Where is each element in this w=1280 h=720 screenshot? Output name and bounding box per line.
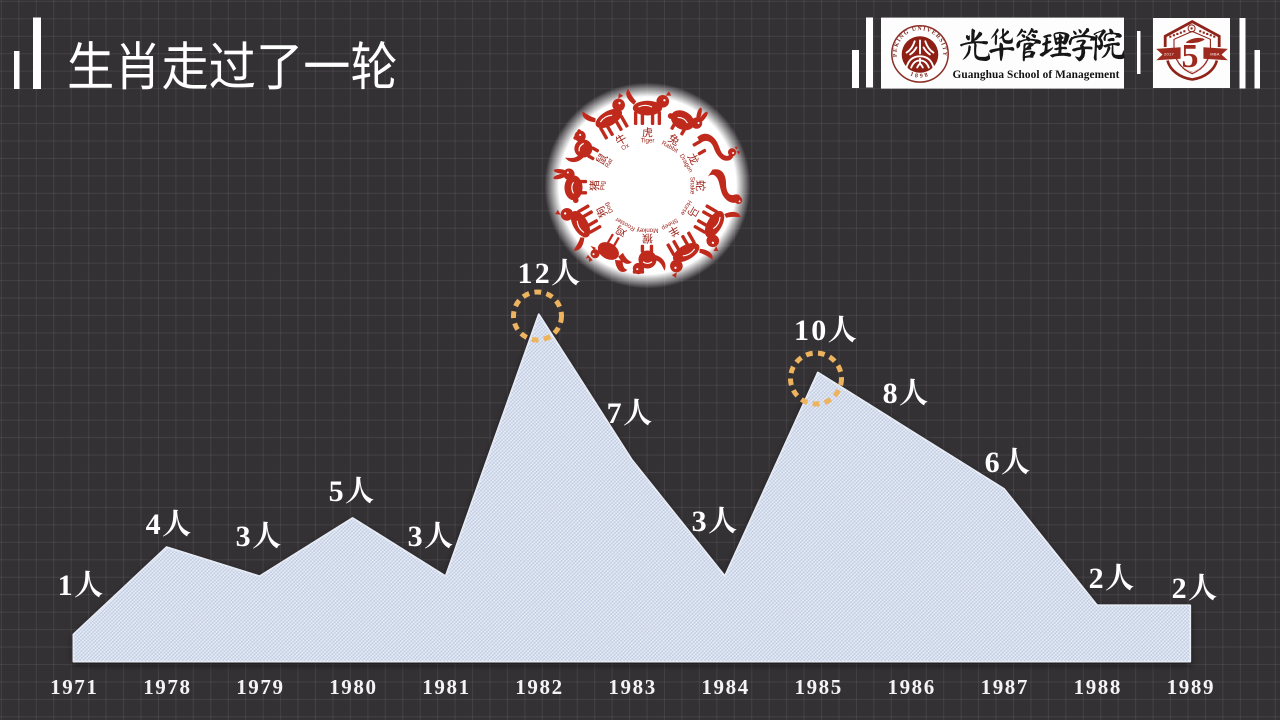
svg-text:1989: 1989 bbox=[1167, 675, 1215, 699]
svg-text:1988: 1988 bbox=[1074, 675, 1122, 699]
svg-text:1979: 1979 bbox=[236, 675, 284, 699]
svg-text:Tiger: Tiger bbox=[641, 138, 655, 145]
svg-text:Guanghua School of Management: Guanghua School of Management bbox=[952, 69, 1119, 81]
svg-text:5: 5 bbox=[1182, 38, 1199, 75]
svg-text:3: 3 bbox=[236, 520, 253, 553]
svg-text:2: 2 bbox=[1172, 572, 1189, 605]
svg-text:4: 4 bbox=[146, 508, 163, 541]
svg-text:8: 8 bbox=[883, 377, 900, 410]
svg-text:Rat: Rat bbox=[604, 157, 615, 169]
svg-text:1981: 1981 bbox=[422, 675, 470, 699]
svg-text:1898: 1898 bbox=[909, 72, 931, 80]
svg-text:3: 3 bbox=[692, 505, 709, 538]
svg-text:5: 5 bbox=[329, 475, 346, 508]
svg-text:1987: 1987 bbox=[981, 675, 1029, 699]
svg-text:7: 7 bbox=[607, 397, 624, 430]
svg-text:1978: 1978 bbox=[143, 675, 191, 699]
svg-text:1983: 1983 bbox=[608, 675, 656, 699]
svg-text:Pig: Pig bbox=[600, 180, 607, 190]
svg-text:Monkey: Monkey bbox=[636, 226, 659, 233]
svg-text:6: 6 bbox=[985, 446, 1002, 479]
svg-text:1982: 1982 bbox=[515, 675, 563, 699]
svg-text:2: 2 bbox=[1089, 562, 1106, 595]
svg-text:10: 10 bbox=[794, 314, 829, 347]
svg-text:1971: 1971 bbox=[50, 675, 98, 699]
svg-text:12: 12 bbox=[518, 257, 553, 290]
svg-text:MBA: MBA bbox=[1210, 52, 1220, 57]
svg-text:3: 3 bbox=[408, 520, 425, 553]
svg-text:1: 1 bbox=[58, 569, 75, 602]
svg-text:2017: 2017 bbox=[1164, 52, 1175, 57]
svg-text:1985: 1985 bbox=[794, 675, 842, 699]
svg-text:Snake: Snake bbox=[688, 177, 695, 195]
svg-text:1984: 1984 bbox=[701, 675, 749, 699]
svg-text:1980: 1980 bbox=[329, 675, 377, 699]
svg-text:1986: 1986 bbox=[887, 675, 935, 699]
svg-text:Ox: Ox bbox=[620, 142, 631, 152]
